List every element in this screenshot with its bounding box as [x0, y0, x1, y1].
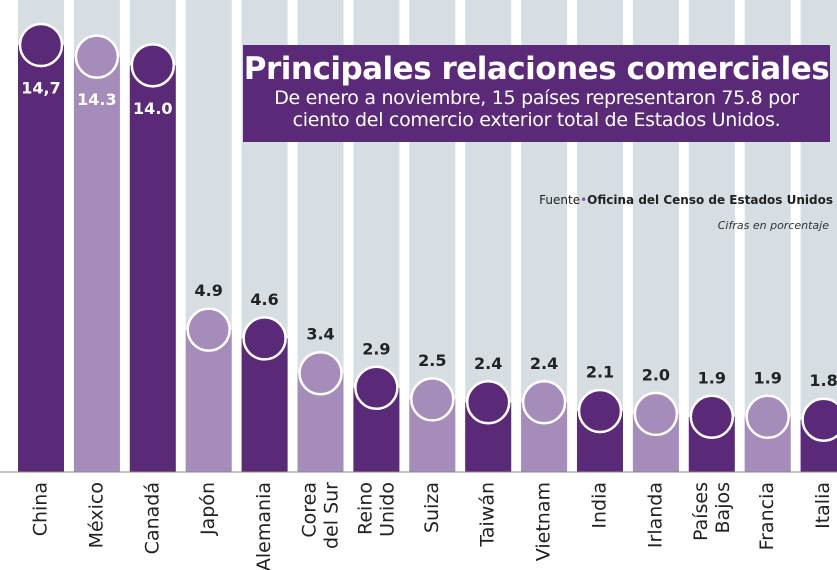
bar-cap [801, 397, 837, 442]
label-line: Unido [376, 482, 398, 537]
x-tick-label: Vietnam [533, 482, 555, 561]
label-line: Países [689, 482, 711, 541]
bar-cap [577, 388, 623, 434]
bar-cap [465, 380, 511, 425]
value-label: 2.1 [586, 363, 614, 382]
bar-cap [130, 43, 176, 88]
x-tick-label: Irlanda [644, 482, 666, 548]
bar-cap [745, 394, 790, 440]
value-label: 2.5 [418, 351, 446, 370]
bar-cap [186, 307, 231, 352]
x-tick-label: México [85, 482, 107, 548]
value-label: 4.9 [195, 281, 223, 300]
x-tick-label: ReinoUnido [354, 482, 398, 537]
value-label: 3.4 [306, 325, 334, 344]
label-line: Corea [298, 482, 320, 538]
bar [18, 45, 64, 472]
title-box: Principales relaciones comerciales De en… [243, 45, 830, 142]
note: Cifras en porcentaje [717, 219, 829, 232]
source-label: Fuente [539, 193, 581, 207]
value-label: 1.9 [754, 368, 782, 387]
x-tick-label: Coreadel Sur [298, 482, 342, 549]
label-line: Reino [354, 482, 376, 535]
value-label: 14.0 [133, 99, 172, 118]
x-tick-label: Taiwán [477, 482, 499, 548]
value-label: 1.8 [809, 371, 837, 390]
bar [185, 329, 232, 472]
bar-cap [410, 377, 455, 422]
bar [241, 338, 288, 472]
x-tick-label: Alemania [253, 482, 275, 570]
value-label: 2.4 [474, 354, 502, 373]
chart-title: Principales relaciones comerciales [243, 51, 830, 87]
bullet: • [580, 193, 588, 207]
bar-cap [633, 391, 679, 437]
bar-cap [74, 34, 120, 79]
chart-subtitle: De enero a noviembre, 15 países represen… [274, 87, 799, 131]
value-label: 14.3 [77, 90, 116, 109]
bar-cap [18, 22, 64, 68]
bar-cap [242, 316, 287, 361]
x-tick-label: Francia [756, 482, 778, 550]
x-tick-label: PaísesBajos [689, 482, 733, 541]
x-tick-label: Suiza [421, 482, 443, 533]
value-label: 2.0 [642, 365, 670, 384]
source: Fuente•Oficina del Censo de Estados Unid… [539, 193, 833, 207]
x-tick-label: Canadá [141, 482, 163, 554]
bar-cap [354, 365, 399, 411]
x-tick-label: China [30, 482, 52, 536]
value-label: 1.9 [698, 368, 726, 387]
label-line: del Sur [320, 482, 342, 549]
bar-cap [521, 380, 567, 425]
value-label: 2.4 [530, 354, 558, 373]
bar [129, 65, 176, 472]
bar-cap [689, 394, 735, 440]
value-label: 14,7 [21, 79, 60, 98]
x-tick-label: Italia [812, 482, 834, 529]
value-label: 4.6 [250, 290, 278, 309]
x-tick-label: Japón [197, 482, 219, 536]
source-name: Oficina del Censo de Estados Unidos [587, 193, 833, 207]
bar-cap [298, 350, 343, 396]
label-line: Bajos [711, 482, 733, 533]
bar [73, 56, 120, 472]
value-label: 2.9 [362, 339, 390, 358]
x-tick-label: India [589, 482, 611, 529]
